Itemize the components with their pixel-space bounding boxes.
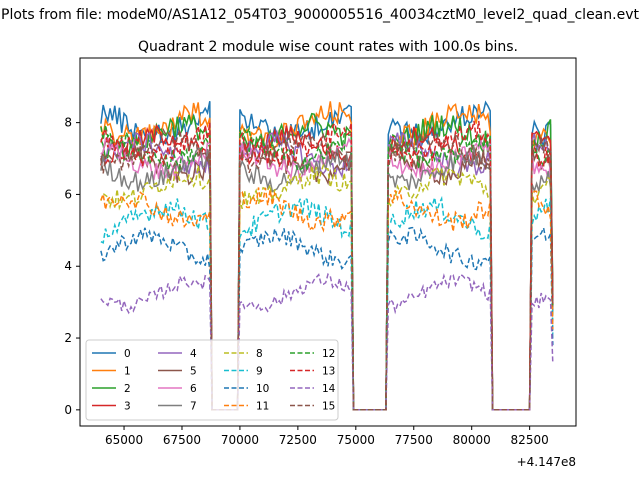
x-tick-label: 77500	[395, 433, 433, 447]
x-tick-label: 67500	[163, 433, 201, 447]
legend-label: 10	[256, 383, 269, 395]
legend-label: 15	[322, 401, 335, 413]
x-tick-label: 82500	[511, 433, 549, 447]
x-tick-label: 70000	[221, 433, 259, 447]
legend-label: 0	[124, 348, 131, 360]
series-line-8	[100, 163, 554, 411]
y-tick-label: 6	[64, 187, 72, 201]
series-layer	[100, 100, 554, 411]
series-line-2	[100, 112, 554, 411]
x-tick-label: 65000	[105, 433, 143, 447]
y-tick-label: 8	[64, 116, 72, 130]
y-axis: 0 2 4 6 8	[64, 116, 80, 417]
legend-label: 4	[190, 348, 197, 360]
legend-label: 8	[256, 348, 263, 360]
legend-label: 11	[256, 401, 269, 413]
legend-label: 1	[124, 366, 131, 378]
series-line-7	[100, 147, 554, 411]
legend-label: 13	[322, 366, 335, 378]
x-tick-label: 80000	[453, 433, 491, 447]
legend-label: 5	[190, 366, 197, 378]
figure-suptitle: Plots from file: modeM0/AS1A12_054T03_90…	[1, 7, 639, 23]
x-axis: 65000 67500 70000 72500 75000 77500 80000 82500	[105, 426, 549, 447]
y-tick-label: 2	[64, 331, 72, 345]
y-tick-label: 4	[64, 259, 72, 273]
series-line-9	[100, 195, 554, 411]
series-line-14	[100, 272, 554, 411]
plot-frame	[79, 57, 577, 427]
x-tick-label: 75000	[337, 433, 375, 447]
legend-label: 7	[190, 401, 197, 413]
series-line-10	[100, 225, 554, 411]
legend-label: 2	[124, 383, 131, 395]
legend-label: 3	[124, 401, 131, 413]
legend-label: 14	[322, 383, 336, 395]
y-tick-label: 0	[64, 403, 72, 417]
legend-label: 6	[190, 383, 197, 395]
legend-label: 12	[322, 348, 335, 360]
x-tick-label: 72500	[279, 433, 317, 447]
legend-label: 9	[256, 366, 263, 378]
chart-title: Quadrant 2 module wise count rates with …	[138, 39, 518, 55]
series-line-15	[100, 127, 554, 411]
series-line-11	[100, 187, 554, 411]
series-line-6	[100, 137, 554, 411]
x-axis-offset-label: +4.147e8	[517, 455, 576, 469]
legend-box	[85, 339, 339, 421]
